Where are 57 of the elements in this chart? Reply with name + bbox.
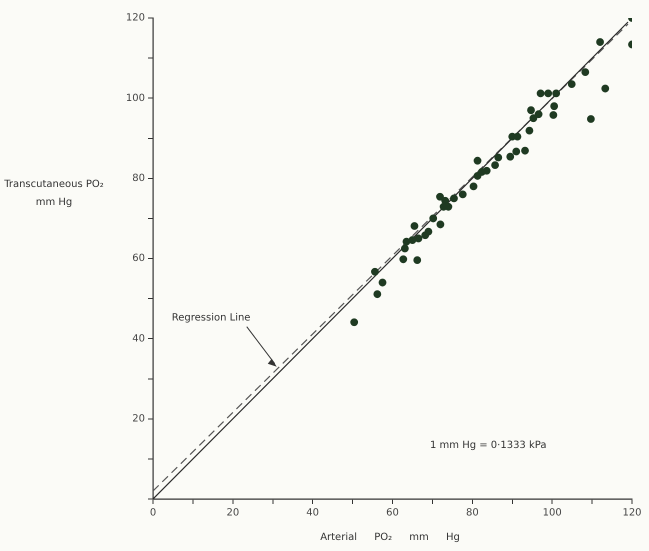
- annotation: Regression Line: [172, 312, 250, 324]
- point: [521, 146, 529, 155]
- point: [474, 172, 482, 180]
- point: [534, 110, 542, 118]
- point: [536, 89, 544, 98]
- y-tick-label: 80: [132, 172, 145, 184]
- point: [371, 268, 379, 276]
- point: [552, 89, 560, 98]
- point: [494, 154, 502, 162]
- point: [601, 84, 610, 92]
- x-tick-label: 40: [306, 508, 320, 519]
- y-tick-label: 20: [132, 413, 145, 424]
- point: [482, 166, 491, 175]
- point: [514, 132, 522, 141]
- point: [506, 152, 514, 161]
- point: [530, 114, 538, 122]
- point: [429, 214, 438, 222]
- x-tick-label: 80: [466, 508, 479, 519]
- point: [527, 106, 535, 114]
- point: [400, 244, 409, 252]
- point: [474, 156, 482, 165]
- y-tick-label: 120: [126, 12, 145, 24]
- point: [491, 161, 499, 170]
- x-tick-label: 100: [542, 508, 562, 519]
- point: [350, 318, 358, 326]
- x-tick-label: 20: [226, 508, 240, 519]
- y-tick-label: 60: [132, 253, 145, 264]
- point: [373, 290, 382, 298]
- point: [450, 194, 458, 202]
- y-axis-title: Transcutaneous PO₂ mm Hg: [4, 178, 104, 210]
- point: [413, 256, 422, 264]
- point: [581, 68, 590, 76]
- y-tick-label: 100: [126, 92, 145, 104]
- x-tick-label: 60: [386, 508, 399, 519]
- point: [568, 80, 576, 88]
- point: [512, 148, 520, 156]
- point: [526, 126, 534, 135]
- point: [596, 38, 604, 46]
- point: [436, 220, 444, 228]
- point: [550, 102, 558, 110]
- point: [544, 89, 552, 98]
- point: [414, 234, 422, 242]
- x-axis-title: Arterial PO₂ mm Hg: [319, 532, 461, 543]
- x-tick-label: 120: [622, 508, 642, 519]
- point: [470, 182, 478, 190]
- point: [436, 192, 444, 201]
- y-tick-label: 40: [132, 333, 145, 344]
- point: [458, 190, 467, 198]
- point: [408, 236, 416, 244]
- point: [586, 115, 595, 123]
- x-tick-label: 0: [150, 508, 156, 519]
- point: [378, 278, 386, 286]
- annotation: 1 mm Hg = 0·1333 kPa: [430, 440, 546, 451]
- point: [410, 222, 418, 230]
- point: [399, 255, 408, 264]
- point: [549, 111, 558, 119]
- point: [421, 231, 430, 240]
